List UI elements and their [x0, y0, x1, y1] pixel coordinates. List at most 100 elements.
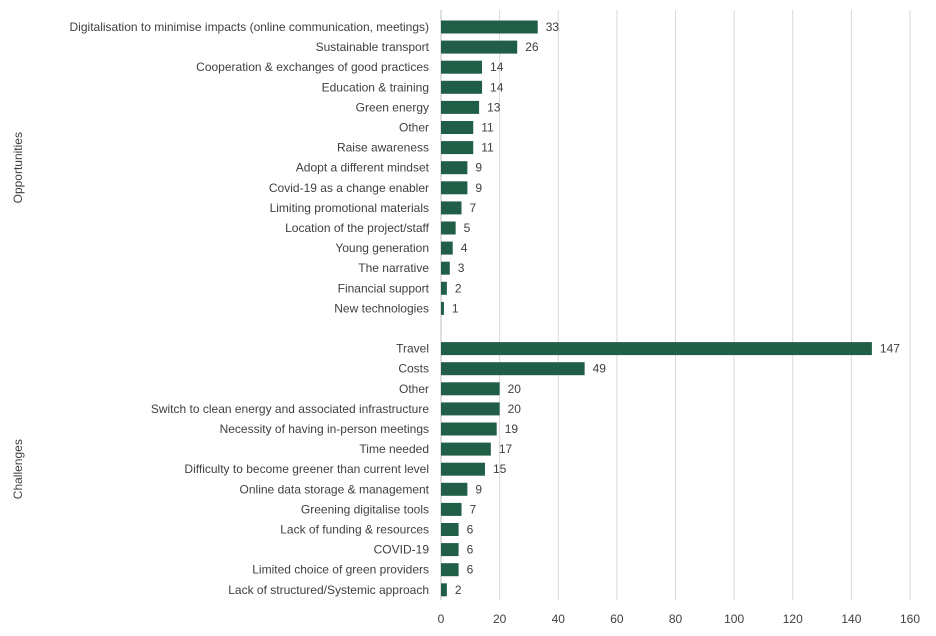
data-label: 6 [467, 563, 474, 577]
data-label: 9 [475, 161, 482, 175]
bar-opportunities-14 [441, 301, 444, 315]
data-label: 2 [455, 583, 462, 597]
gridlines [440, 10, 911, 600]
data-label: 11 [481, 141, 494, 155]
category-label: Limiting promotional materials [270, 201, 429, 215]
category-label: Time needed [359, 442, 429, 456]
group-label-challenges: Challenges [11, 439, 25, 499]
x-axis-ticks: 0 20 40 60 80 100 120 140 160 [438, 612, 921, 626]
category-label: Other [399, 382, 429, 396]
data-label: 2 [455, 281, 462, 295]
x-tick-label-20: 20 [493, 612, 507, 626]
category-label: Location of the project/staff [285, 221, 430, 235]
bar-opportunities-2 [441, 60, 483, 74]
bar-challenges-10 [441, 543, 459, 557]
category-label: COVID-19 [374, 543, 430, 557]
category-label: Lack of structured/Systemic approach [228, 583, 429, 597]
data-label: 17 [499, 442, 513, 456]
category-label: Cooperation & exchanges of good practice… [196, 60, 429, 74]
category-label: Green energy [356, 100, 429, 114]
value-labels: 3326141413111199754321147492020191715976… [452, 20, 900, 597]
x-tick-label-40: 40 [552, 612, 566, 626]
category-label: Difficulty to become greener than curren… [184, 462, 429, 476]
category-label: Financial support [338, 281, 430, 295]
category-label: Young generation [335, 241, 429, 255]
bar-opportunities-8 [441, 181, 468, 195]
bar-opportunities-6 [441, 141, 474, 155]
data-label: 147 [880, 342, 900, 356]
bar-opportunities-0 [441, 20, 538, 34]
category-label: Other [399, 121, 429, 135]
group-label-opportunities: Opportunities [11, 132, 25, 203]
bars [441, 20, 872, 597]
data-label: 6 [467, 523, 474, 537]
data-label: 20 [508, 402, 522, 416]
bar-challenges-4 [441, 422, 497, 436]
category-label: Travel [396, 342, 429, 356]
bar-challenges-3 [441, 402, 500, 416]
bar-opportunities-11 [441, 241, 453, 255]
category-label: Costs [398, 362, 429, 376]
bar-challenges-11 [441, 563, 459, 577]
x-tick-label-140: 140 [841, 612, 861, 626]
category-label: Lack of funding & resources [280, 523, 429, 537]
data-label: 13 [487, 100, 501, 114]
bar-challenges-2 [441, 382, 500, 396]
data-label: 7 [470, 502, 477, 516]
data-label: 33 [546, 20, 560, 34]
data-label: 20 [508, 382, 522, 396]
data-label: 26 [525, 40, 539, 54]
category-label: Online data storage & management [240, 482, 430, 496]
x-tick-label-80: 80 [669, 612, 683, 626]
category-labels: Digitalisation to minimise impacts (onli… [70, 20, 430, 597]
category-label: The narrative [358, 261, 429, 275]
bar-opportunities-3 [441, 80, 483, 94]
x-tick-label-0: 0 [438, 612, 445, 626]
data-label: 1 [452, 301, 459, 315]
bar-challenges-8 [441, 502, 462, 516]
data-label: 15 [493, 462, 507, 476]
x-tick-label-160: 160 [900, 612, 920, 626]
data-label: 6 [467, 543, 474, 557]
data-label: 9 [475, 482, 482, 496]
bar-opportunities-4 [441, 100, 480, 114]
category-label: Limited choice of green providers [252, 563, 429, 577]
data-label: 9 [475, 181, 482, 195]
data-label: 14 [490, 80, 504, 94]
x-tick-label-120: 120 [783, 612, 803, 626]
bar-opportunities-12 [441, 261, 450, 275]
bar-challenges-1 [441, 362, 585, 376]
category-label: Covid-19 as a change enabler [269, 181, 429, 195]
category-label: Switch to clean energy and associated in… [151, 402, 429, 416]
group-labels: Opportunities Challenges [11, 132, 25, 499]
data-label: 3 [458, 261, 465, 275]
bar-challenges-12 [441, 583, 447, 597]
category-label: Sustainable transport [316, 40, 430, 54]
bar-challenges-5 [441, 442, 491, 456]
bar-challenges-6 [441, 462, 485, 476]
bar-challenges-7 [441, 482, 468, 496]
bar-challenges-9 [441, 523, 459, 536]
category-label: Greening digitalise tools [301, 502, 429, 516]
bar-opportunities-13 [441, 281, 447, 295]
data-label: 14 [490, 60, 504, 74]
bar-challenges-0 [441, 342, 872, 356]
x-tick-label-100: 100 [724, 612, 744, 626]
data-label: 4 [461, 241, 468, 255]
bar-opportunities-9 [441, 201, 462, 215]
data-label: 49 [593, 362, 607, 376]
category-label: Digitalisation to minimise impacts (onli… [70, 20, 429, 34]
category-label: New technologies [334, 301, 429, 315]
bar-opportunities-10 [441, 221, 456, 235]
category-label: Raise awareness [337, 141, 429, 155]
category-label: Adopt a different mindset [296, 161, 430, 175]
category-label: Education & training [322, 80, 429, 94]
category-label: Necessity of having in-person meetings [220, 422, 429, 436]
bar-opportunities-7 [441, 161, 468, 175]
data-label: 5 [464, 221, 471, 235]
bar-opportunities-5 [441, 121, 474, 134]
x-tick-label-60: 60 [610, 612, 624, 626]
data-label: 19 [505, 422, 519, 436]
data-label: 7 [470, 201, 477, 215]
